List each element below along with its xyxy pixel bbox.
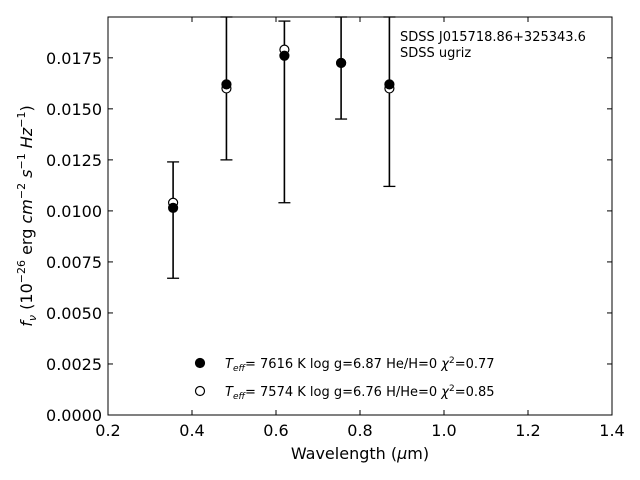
legend-label: Teff= 7574 K log g=6.76 H/He=0 χ2=0.85 [225, 384, 495, 402]
model-point-filled [336, 57, 347, 69]
y-label-exp: −26 [15, 260, 28, 283]
legend-teff-sub: eff [233, 392, 247, 402]
legend-params: = 7616 K log g=6.87 He/H=0 [245, 357, 441, 372]
legend-params: = 7574 K log g=6.76 H/He=0 [245, 385, 441, 400]
y-tick-label: 0.0150 [46, 100, 102, 119]
legend-chi-value: =0.85 [455, 385, 495, 400]
y-label-open: (10 [17, 283, 36, 315]
x-tick-label: 0.8 [347, 421, 372, 440]
y-tick-label: 0.0000 [46, 406, 102, 425]
legend-chi-sup: 2 [449, 356, 455, 366]
annotation-line: SDSS ugriz [400, 46, 471, 61]
x-tick-label: 1.4 [599, 421, 624, 440]
legend-chi-value: =0.77 [455, 357, 495, 372]
legend-label: Teff= 7616 K log g=6.87 He/H=0 χ2=0.77 [225, 356, 495, 374]
model-point-filled [221, 79, 232, 90]
y-tick-label: 0.0025 [46, 355, 102, 374]
y-tick-label: 0.0075 [46, 253, 102, 272]
y-tick-label: 0.0125 [46, 151, 102, 170]
legend-marker-filled [194, 357, 206, 369]
y-tick-label: 0.0175 [46, 49, 102, 68]
y-label-close: ) [17, 105, 36, 111]
y-label-f: f [17, 319, 36, 327]
legend-teff-symbol: T [225, 385, 234, 400]
x-tick-label: 0.6 [263, 421, 288, 440]
x-tick-label: 0.2 [95, 421, 120, 440]
x-axis-label-mu: μ [396, 444, 407, 463]
legend-chi: χ [440, 357, 450, 372]
annotation-line: SDSS J015718.86+325343.6 [400, 30, 586, 45]
legend-teff-sub: eff [233, 364, 247, 374]
x-axis-label-unit: m) [407, 444, 429, 463]
model-point-filled [168, 202, 179, 213]
x-tick-label: 1.2 [515, 421, 540, 440]
model-point-filled [384, 79, 395, 90]
plot-area [107, 16, 613, 416]
legend-chi-sup: 2 [449, 384, 455, 394]
model-point-filled [279, 50, 290, 61]
x-tick-label: 0.4 [179, 421, 204, 440]
y-label-hz-exp: −1 [15, 112, 28, 128]
y-label-erg: erg [17, 224, 36, 260]
x-axis-label-text: Wavelength ( [291, 444, 397, 463]
x-tick-label: 1.0 [431, 421, 456, 440]
y-label-hz: Hz [17, 127, 36, 153]
legend-marker-open [194, 385, 206, 397]
y-tick-label: 0.0050 [46, 304, 102, 323]
y-label-s-exp: −1 [15, 153, 28, 169]
legend-chi: χ [440, 385, 450, 400]
y-tick-label: 0.0100 [46, 202, 102, 221]
y-label-s: s [17, 170, 36, 183]
y-label-cm-exp: −2 [15, 183, 28, 199]
x-axis-label: Wavelength (μm) [291, 444, 429, 463]
y-axis-label: fν (10−26 erg cm−2 s−1 Hz−1) [15, 105, 39, 326]
legend-teff-symbol: T [225, 357, 234, 372]
y-label-cm: cm [17, 199, 36, 223]
y-label-nu: ν [26, 315, 39, 321]
